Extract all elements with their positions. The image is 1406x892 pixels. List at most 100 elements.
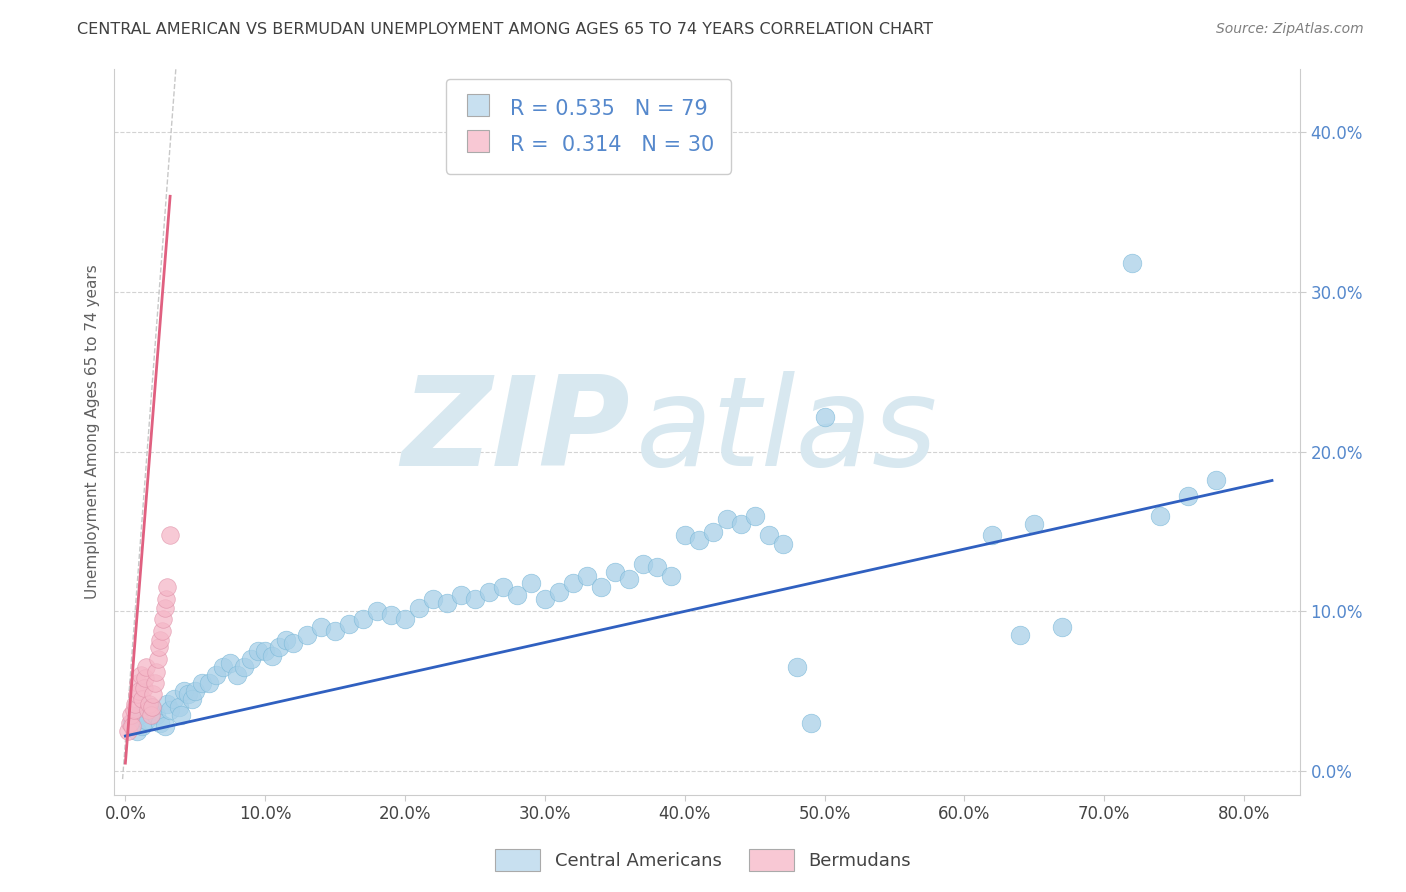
Point (136, 703, 159, 717)
Point (394, 612, 416, 626)
Point (673, 528, 696, 542)
Legend: Central Americans, Bermudans: Central Americans, Bermudans (488, 842, 918, 879)
Point (631, 557, 654, 571)
Point (422, 591, 444, 606)
Point (205, 668, 228, 682)
Point (534, 591, 557, 606)
Point (177, 688, 200, 702)
Point (156, 581, 179, 595)
Point (492, 581, 515, 595)
Point (131, 719, 153, 733)
Point (1121, 256, 1143, 270)
Point (163, 692, 186, 706)
Point (146, 652, 169, 666)
Point (219, 656, 242, 670)
Legend: R = 0.535   N = 79, R =  0.314   N = 30: R = 0.535 N = 79, R = 0.314 N = 30 (446, 78, 731, 174)
Point (181, 692, 204, 706)
Point (128, 684, 150, 698)
Point (478, 585, 501, 599)
Point (337, 617, 360, 632)
Point (122, 703, 145, 717)
Point (561, 575, 583, 590)
Point (134, 672, 156, 686)
Point (128, 708, 150, 723)
Point (150, 624, 173, 638)
Point (295, 628, 318, 642)
Point (173, 684, 195, 698)
Text: atlas: atlas (636, 371, 938, 492)
Point (121, 716, 143, 731)
Point (254, 644, 277, 658)
Point (153, 719, 176, 733)
Point (145, 665, 167, 679)
Point (366, 604, 388, 618)
Point (132, 681, 155, 695)
Point (645, 559, 668, 574)
Point (240, 652, 263, 666)
Point (125, 688, 148, 702)
Point (352, 612, 374, 626)
Text: Source: ZipAtlas.com: Source: ZipAtlas.com (1216, 22, 1364, 37)
Point (149, 716, 172, 731)
Point (156, 697, 179, 711)
Point (167, 700, 190, 714)
Point (269, 640, 291, 654)
Point (799, 716, 821, 731)
Point (212, 660, 235, 674)
Point (688, 533, 710, 547)
Point (262, 649, 284, 664)
Point (547, 585, 569, 599)
Point (155, 591, 177, 606)
Point (408, 601, 430, 615)
Point (125, 724, 148, 739)
Point (1010, 628, 1032, 642)
Point (139, 700, 162, 714)
Point (506, 589, 529, 603)
Point (1205, 474, 1227, 488)
Text: ZIP: ZIP (401, 371, 630, 492)
Point (159, 528, 181, 542)
Point (117, 724, 139, 739)
Point (617, 573, 640, 587)
Point (575, 569, 598, 583)
Point (233, 660, 256, 674)
Point (659, 569, 682, 583)
Point (730, 516, 752, 531)
Point (1024, 516, 1046, 531)
Point (813, 409, 835, 424)
Point (135, 660, 157, 674)
Point (464, 591, 486, 606)
Point (142, 688, 165, 702)
Point (120, 708, 142, 723)
Point (758, 528, 780, 542)
Point (142, 703, 165, 717)
Point (589, 581, 612, 595)
Point (1149, 508, 1171, 523)
Point (159, 703, 181, 717)
Point (520, 575, 543, 590)
Point (226, 668, 249, 682)
Point (118, 716, 141, 731)
Text: CENTRAL AMERICAN VS BERMUDAN UNEMPLOYMENT AMONG AGES 65 TO 74 YEARS CORRELATION : CENTRAL AMERICAN VS BERMUDAN UNEMPLOYMEN… (77, 22, 934, 37)
Point (127, 676, 149, 690)
Point (149, 633, 172, 648)
Point (121, 719, 143, 733)
Point (309, 620, 332, 634)
Y-axis label: Unemployment Among Ages 65 to 74 years: Unemployment Among Ages 65 to 74 years (86, 264, 100, 599)
Point (450, 589, 472, 603)
Point (139, 708, 162, 723)
Point (124, 697, 146, 711)
Point (145, 708, 167, 723)
Point (184, 684, 207, 698)
Point (129, 668, 152, 682)
Point (323, 624, 346, 638)
Point (772, 537, 794, 551)
Point (131, 692, 153, 706)
Point (1052, 620, 1074, 634)
Point (380, 607, 402, 622)
Point (276, 633, 298, 648)
Point (786, 660, 808, 674)
Point (283, 636, 305, 650)
Point (716, 512, 738, 526)
Point (603, 565, 626, 579)
